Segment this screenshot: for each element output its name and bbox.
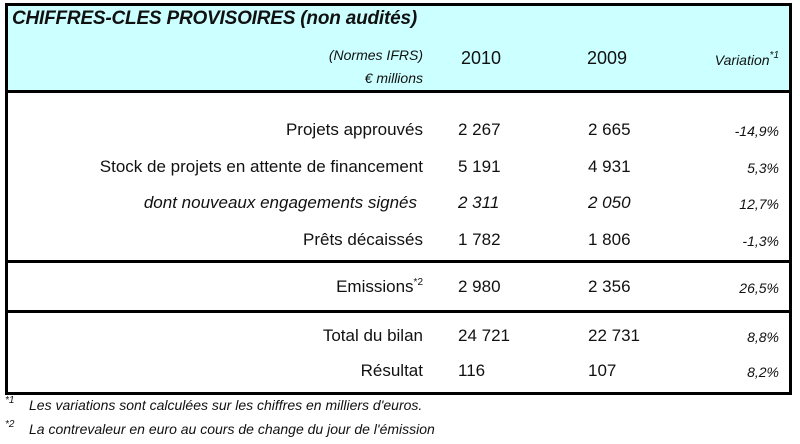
section-issuance: Emissions*2 2 980 2 356 26,5%: [8, 263, 789, 313]
value-variation: 12,7%: [739, 196, 779, 212]
footnote-1: *1 Les variations sont calculées sur les …: [5, 395, 435, 419]
section-activity: Projets approuvés 2 267 2 665 -14,9% Sto…: [8, 93, 789, 263]
footnotes: *1 Les variations sont calculées sur les …: [5, 395, 435, 443]
footnote-mark: *1: [5, 395, 15, 406]
table-row: Total du bilan 24 721 22 731 8,8%: [8, 326, 789, 352]
value-variation: -14,9%: [734, 123, 779, 139]
value-2010: 5 191: [458, 157, 501, 176]
value-variation: 5,3%: [747, 160, 779, 176]
column-header-2010: 2010: [461, 48, 502, 68]
value-2009: 107: [588, 361, 617, 380]
footnote-ref-1: *1: [769, 50, 779, 61]
row-label: Projets approuvés: [285, 120, 423, 139]
variation-label: Variation: [714, 52, 770, 68]
value-2009: 2 050: [588, 193, 631, 212]
key-figures-table: CHIFFRES-CLES PROVISOIRES (non audités) …: [5, 3, 792, 395]
value-variation: 26,5%: [739, 280, 779, 296]
value-variation: -1,3%: [742, 233, 779, 249]
value-2009: 2 665: [588, 120, 631, 139]
value-2010: 2 267: [458, 120, 501, 139]
value-2009: 22 731: [588, 326, 640, 345]
value-2010: 1 782: [458, 230, 501, 249]
value-2009: 1 806: [588, 230, 631, 249]
unit-label: € millions: [364, 70, 423, 86]
table-row: Projets approuvés 2 267 2 665 -14,9%: [8, 120, 789, 146]
column-header-variation: Variation*1: [715, 50, 779, 68]
section-balance: Total du bilan 24 721 22 731 8,8% Résult…: [8, 313, 789, 392]
table-row: Résultat 116 107 8,2%: [8, 361, 789, 387]
table-row: Prêts décaissés 1 782 1 806 -1,3%: [8, 230, 789, 256]
value-2009: 2 356: [588, 277, 631, 296]
value-variation: 8,2%: [747, 364, 779, 380]
table-title: CHIFFRES-CLES PROVISOIRES (non audités): [12, 8, 417, 29]
table-header: CHIFFRES-CLES PROVISOIRES (non audités) …: [8, 6, 789, 93]
table-row: Emissions*2 2 980 2 356 26,5%: [8, 277, 789, 303]
table-row: Stock de projets en attente de financeme…: [8, 157, 789, 183]
value-2010: 24 721: [458, 326, 510, 345]
row-label: Prêts décaissés: [303, 230, 423, 249]
row-label: Stock de projets en attente de financeme…: [99, 157, 423, 176]
footnote-text: Les variations sont calculées sur les ch…: [29, 397, 423, 413]
value-2010: 2 980: [458, 277, 501, 296]
value-2009: 4 931: [588, 157, 631, 176]
value-variation: 8,8%: [747, 329, 779, 345]
row-label: Emissions*2: [336, 277, 423, 297]
row-label-text: Emissions: [336, 277, 414, 296]
table-row: dont nouveaux engagements signés 2 311 2…: [8, 193, 789, 219]
value-2010: 2 311: [458, 193, 500, 212]
footnote-text: La contrevaleur en euro au cours de chan…: [29, 421, 435, 437]
row-label: dont nouveaux engagements signés: [143, 193, 417, 212]
row-label: Résultat: [360, 361, 423, 380]
column-header-2009: 2009: [587, 48, 628, 68]
footnote-mark: *2: [5, 419, 15, 430]
value-2010: 116: [458, 361, 486, 380]
footnote-ref-2: *2: [413, 277, 423, 288]
footnote-2: *2 La contrevaleur en euro au cours de ch…: [5, 419, 435, 443]
norms-label: (Normes IFRS): [328, 47, 423, 63]
row-label: Total du bilan: [322, 326, 423, 345]
